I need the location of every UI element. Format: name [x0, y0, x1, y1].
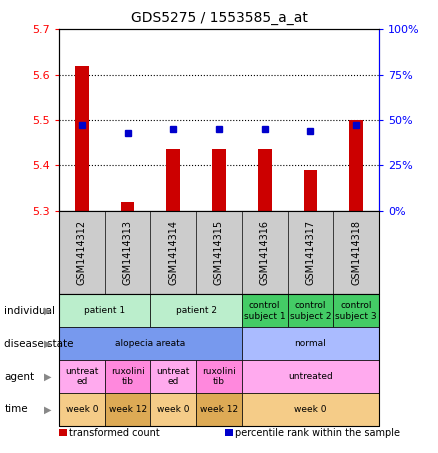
- Text: ▶: ▶: [44, 371, 52, 381]
- Text: week 0: week 0: [157, 405, 190, 414]
- Text: untreated: untreated: [288, 372, 333, 381]
- Bar: [75, 66, 89, 211]
- Text: untreat
ed: untreat ed: [65, 367, 99, 386]
- Bar: [349, 120, 363, 211]
- Text: transformed count: transformed count: [69, 428, 159, 438]
- Text: ruxolini
tib: ruxolini tib: [111, 367, 145, 386]
- Text: GSM1414313: GSM1414313: [123, 220, 133, 285]
- Text: patient 2: patient 2: [176, 306, 217, 315]
- Text: week 0: week 0: [294, 405, 327, 414]
- Text: week 12: week 12: [109, 405, 147, 414]
- Text: percentile rank within the sample: percentile rank within the sample: [235, 428, 400, 438]
- Bar: [258, 149, 272, 211]
- Text: week 12: week 12: [200, 405, 238, 414]
- Text: week 0: week 0: [66, 405, 98, 414]
- Text: GSM1414316: GSM1414316: [260, 220, 270, 285]
- Text: GSM1414312: GSM1414312: [77, 220, 87, 285]
- Text: untreat
ed: untreat ed: [157, 367, 190, 386]
- Text: GDS5275 / 1553585_a_at: GDS5275 / 1553585_a_at: [131, 11, 307, 25]
- Text: agent: agent: [4, 371, 35, 381]
- Text: disease state: disease state: [4, 339, 74, 349]
- Text: time: time: [4, 405, 28, 414]
- Text: control
subject 2: control subject 2: [290, 301, 331, 321]
- Text: individual: individual: [4, 306, 55, 316]
- Text: GSM1414317: GSM1414317: [305, 220, 315, 285]
- Text: ▶: ▶: [44, 306, 52, 316]
- Text: normal: normal: [294, 339, 326, 348]
- Text: alopecia areata: alopecia areata: [115, 339, 186, 348]
- Text: GSM1414314: GSM1414314: [168, 220, 178, 285]
- Bar: [212, 149, 226, 211]
- Text: GSM1414318: GSM1414318: [351, 220, 361, 285]
- Text: patient 1: patient 1: [84, 306, 125, 315]
- Text: ▶: ▶: [44, 405, 52, 414]
- Text: ruxolini
tib: ruxolini tib: [202, 367, 236, 386]
- Text: control
subject 3: control subject 3: [335, 301, 377, 321]
- Bar: [304, 170, 317, 211]
- Text: control
subject 1: control subject 1: [244, 301, 286, 321]
- Bar: [121, 202, 134, 211]
- Text: GSM1414315: GSM1414315: [214, 220, 224, 285]
- Text: ▶: ▶: [44, 339, 52, 349]
- Bar: [166, 149, 180, 211]
